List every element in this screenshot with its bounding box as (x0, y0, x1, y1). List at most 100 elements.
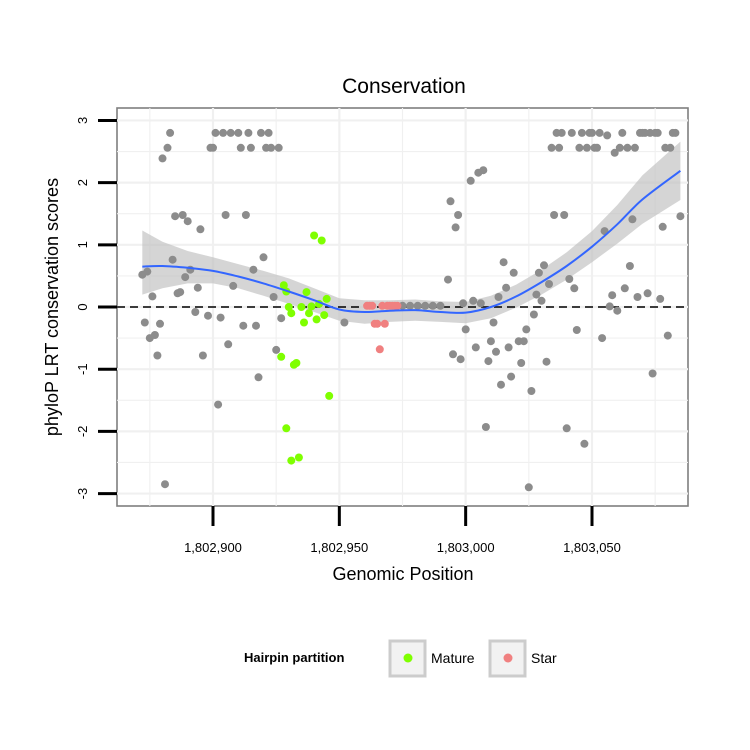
data-point-mature (277, 352, 286, 361)
data-point-mature (312, 315, 321, 324)
data-point-other (653, 128, 662, 137)
data-point-other (226, 128, 235, 137)
data-point-other (246, 143, 255, 152)
x-tick-label: 1,803,050 (563, 540, 621, 555)
data-point-other (613, 306, 622, 315)
data-point-other (534, 268, 543, 277)
data-point-other (608, 291, 617, 300)
data-point-other (658, 222, 667, 231)
data-point-other (413, 301, 422, 310)
data-point-other (598, 334, 607, 343)
data-point-other (542, 357, 551, 366)
data-point-other (572, 326, 581, 334)
data-point-other (504, 343, 513, 352)
data-point-other (603, 131, 612, 140)
data-point-other (459, 299, 468, 308)
data-point-mature (325, 391, 334, 400)
data-point-other (557, 128, 566, 137)
data-point-other (618, 128, 627, 137)
data-point-other (252, 321, 260, 330)
data-point-other (666, 143, 675, 152)
data-point-other (615, 143, 624, 152)
data-point-other (562, 424, 571, 433)
data-point-other (241, 211, 250, 219)
data-point-mature (294, 453, 303, 462)
data-point-mature (279, 281, 288, 290)
data-point-other (509, 268, 518, 277)
data-point-other (519, 337, 528, 346)
data-point-mature (322, 294, 331, 303)
x-tick-label: 1,802,950 (310, 540, 368, 555)
data-point-other (605, 302, 614, 311)
y-tick-label: -1 (75, 363, 90, 375)
data-point-other (176, 288, 185, 297)
data-point-other (517, 359, 526, 367)
data-point-other (196, 225, 205, 234)
data-point-other (216, 313, 225, 322)
data-point-other (537, 296, 546, 305)
data-point-star (373, 319, 382, 328)
data-point-other (229, 281, 238, 290)
data-point-other (575, 143, 584, 152)
data-point-star (393, 301, 402, 310)
data-point-other (628, 215, 637, 224)
data-point-other (236, 143, 245, 152)
legend-title: Hairpin partition (244, 650, 344, 665)
data-point-other (178, 211, 187, 219)
y-tick-label: 1 (75, 241, 90, 248)
data-point-other (449, 350, 457, 359)
data-point-other (466, 176, 475, 185)
y-axis-title: phyloP LRT conservation scores (42, 178, 62, 436)
data-point-other (550, 211, 559, 219)
data-point-other (274, 143, 283, 152)
data-point-other (214, 400, 223, 409)
data-point-other (272, 345, 281, 354)
data-point-mature (282, 424, 291, 433)
data-point-other (567, 128, 576, 137)
data-point-other (239, 321, 248, 330)
data-point-mature (307, 302, 316, 311)
data-point-other (454, 211, 463, 219)
data-point-other (451, 223, 460, 232)
data-point-other (489, 318, 498, 327)
data-point-other (522, 325, 531, 334)
data-point-other (166, 128, 175, 137)
y-tick-label: -2 (75, 426, 90, 438)
data-point-other (198, 351, 207, 360)
data-point-other (471, 343, 480, 352)
data-point-other (527, 387, 536, 395)
data-point-other (492, 347, 500, 356)
data-point-other (595, 128, 604, 137)
data-point-other (148, 292, 157, 301)
data-point-other (209, 143, 217, 152)
data-point-other (593, 143, 601, 152)
data-point-other (502, 283, 511, 292)
y-axis: 3 2 1 0 -1 -2 -3 (75, 117, 117, 499)
data-point-other (158, 154, 167, 163)
data-point-other (648, 369, 657, 378)
legend-key-star-box (488, 639, 527, 678)
data-point-mature (310, 231, 319, 240)
x-tick-label: 1,803,000 (437, 540, 495, 555)
data-point-mature (287, 309, 296, 318)
legend-key-star-dot (503, 653, 513, 663)
data-point-other (484, 357, 493, 366)
data-point-mature (320, 311, 329, 320)
data-point-other (436, 301, 445, 310)
data-point-other (161, 480, 169, 489)
data-point-other (499, 258, 508, 267)
data-point-other (486, 337, 495, 346)
data-point-other (625, 262, 634, 270)
data-point-other (168, 255, 177, 264)
data-point-mature (287, 456, 296, 465)
data-point-other (150, 331, 159, 339)
data-point-other (406, 301, 415, 310)
data-point-other (456, 355, 465, 364)
data-point-other (643, 289, 652, 298)
data-point-other (254, 373, 263, 382)
data-point-other (461, 325, 470, 334)
legend-label-mature: Mature (431, 650, 475, 666)
data-point-star (380, 319, 389, 328)
data-point-mature (302, 288, 311, 297)
data-point-other (524, 483, 533, 492)
